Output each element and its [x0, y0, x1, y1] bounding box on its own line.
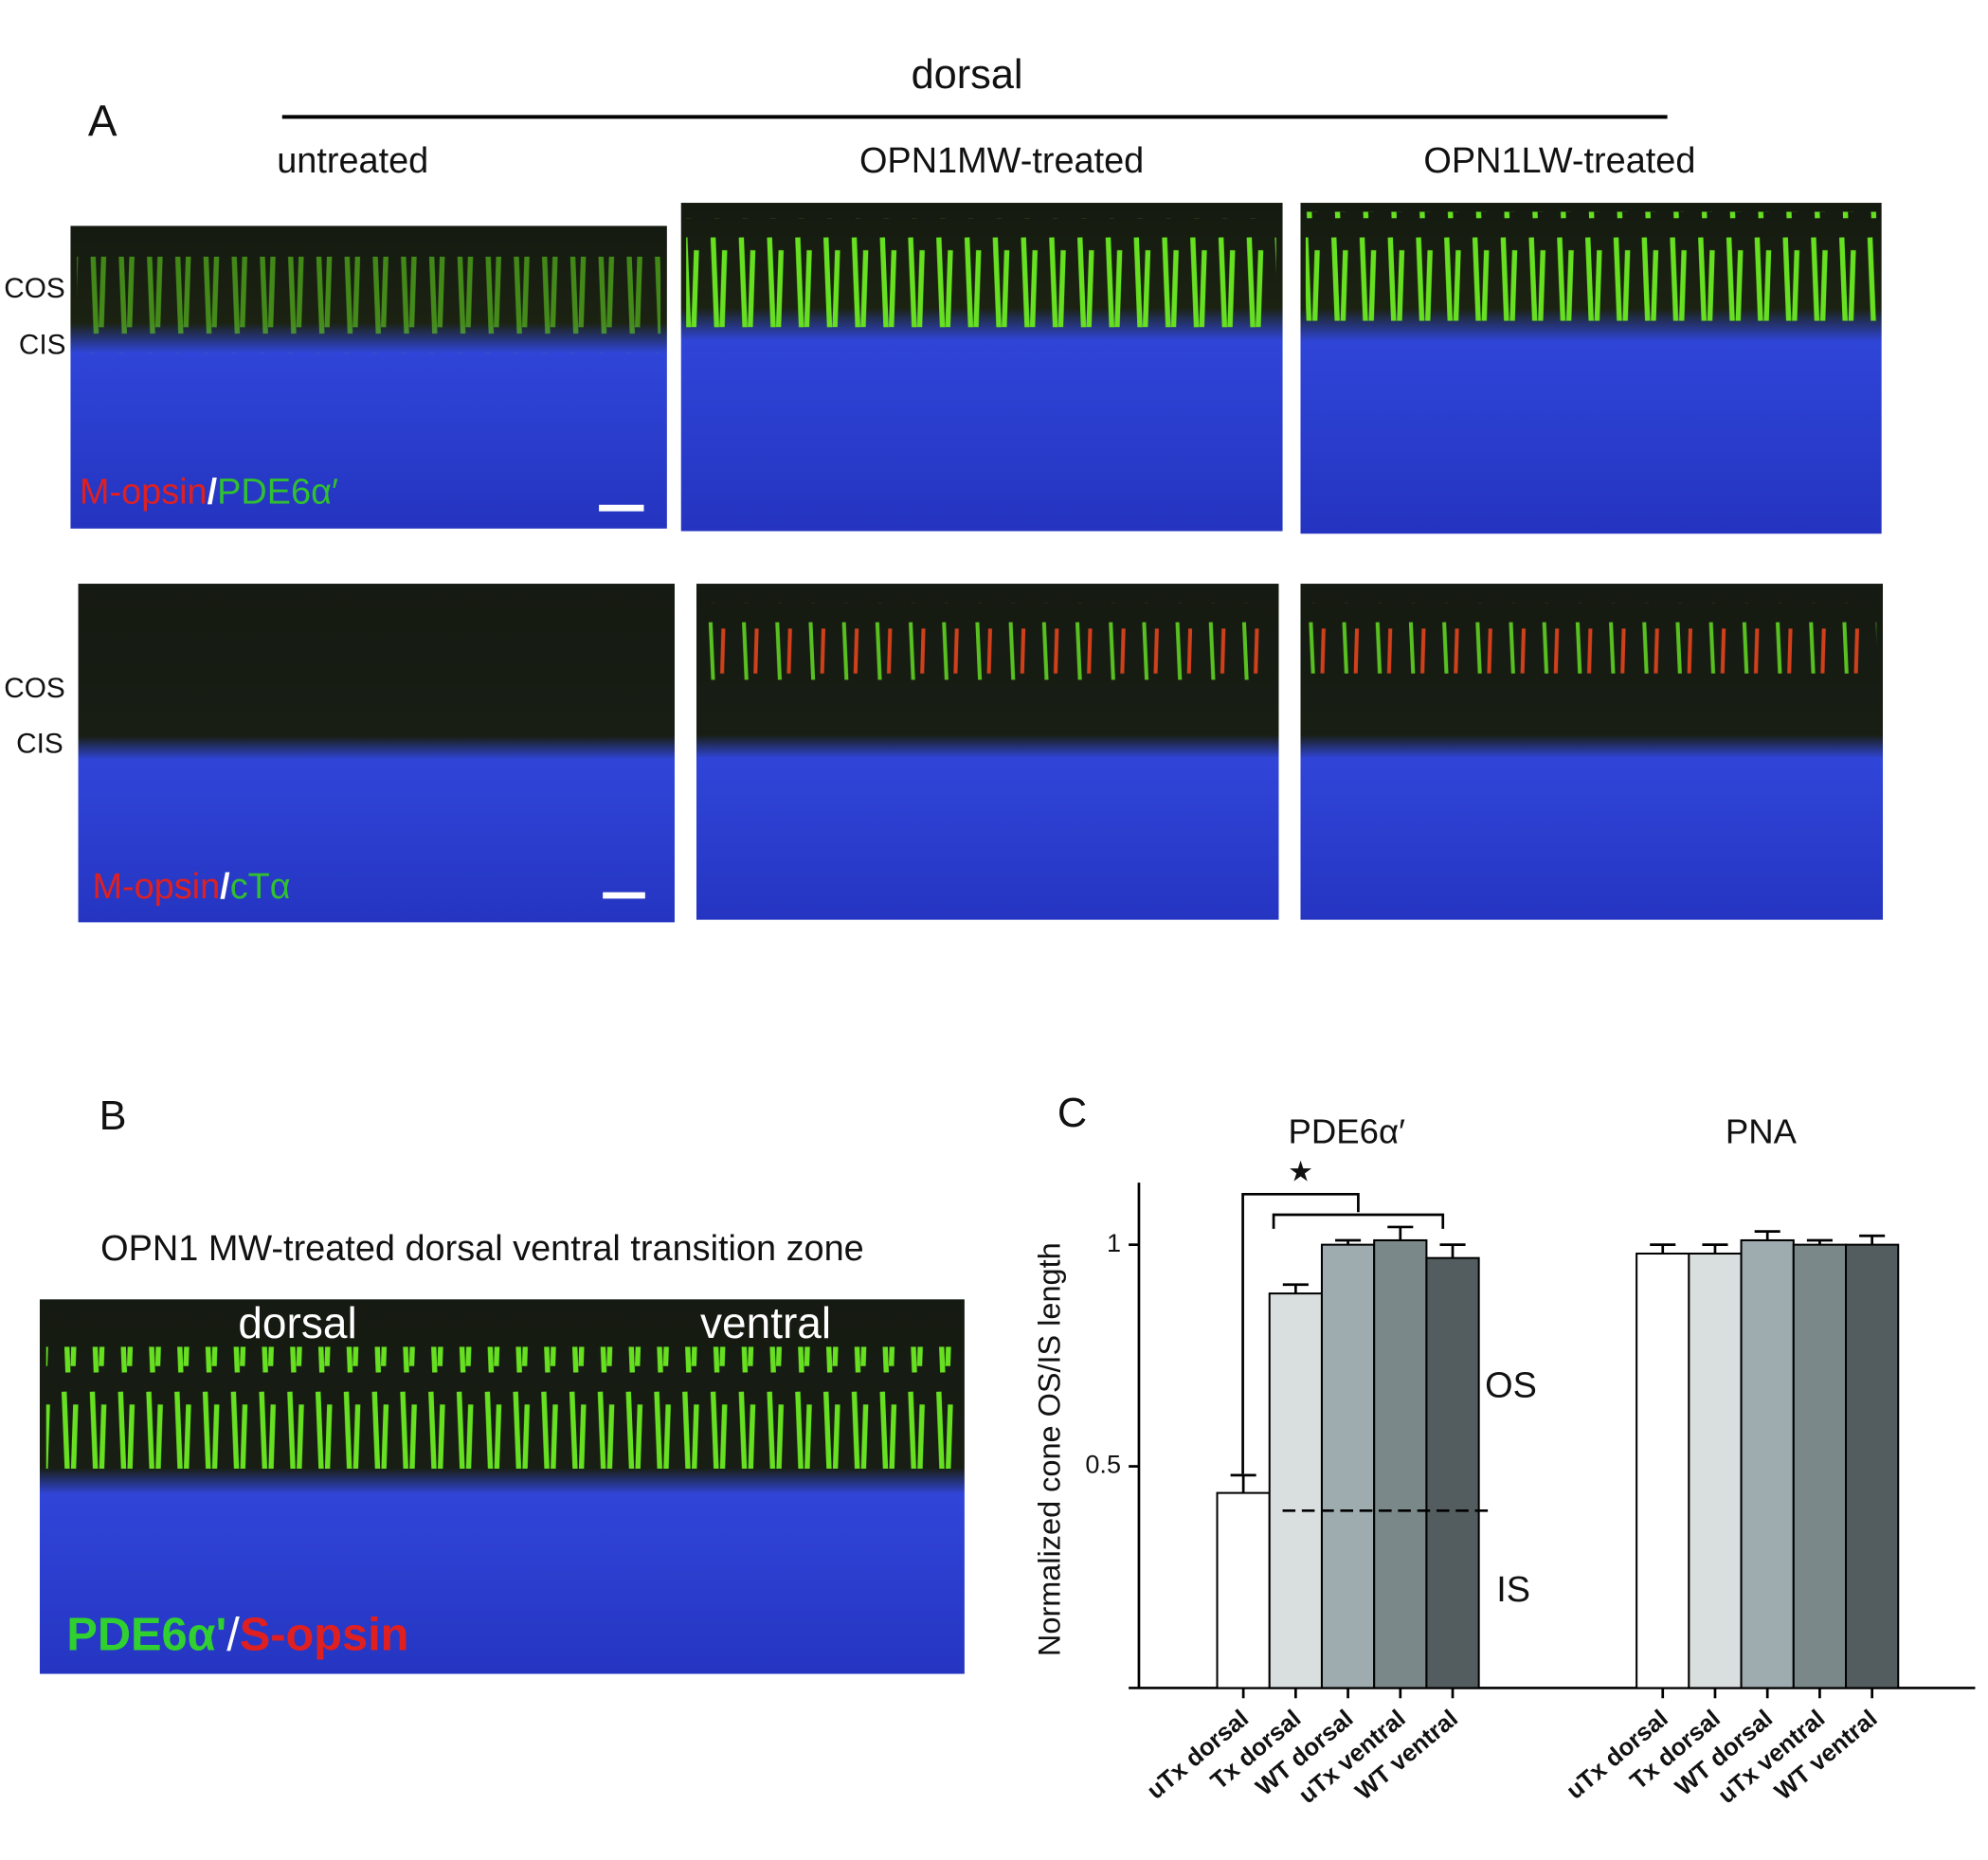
- bar: [1636, 1252, 1690, 1689]
- group-title: PDE6α′: [1289, 1111, 1406, 1150]
- panel-label: A: [88, 97, 117, 146]
- bar: [1845, 1243, 1900, 1689]
- bar: [1320, 1243, 1376, 1689]
- layer-label: COS: [4, 673, 65, 704]
- stain-separator: /: [208, 472, 218, 512]
- column-label: untreated: [277, 141, 428, 181]
- micrograph-detail: [1305, 211, 1877, 321]
- stain: M-opsin: [92, 867, 220, 907]
- stain: PDE6α′: [217, 472, 338, 512]
- layer-label: CIS: [16, 728, 63, 759]
- column-label: OPN1LW-treated: [1423, 141, 1695, 181]
- stain-label: PDE6α'/S-opsin: [66, 1610, 408, 1661]
- micrograph-detail: [45, 1346, 960, 1469]
- column-label: OPN1MW-treated: [859, 141, 1144, 181]
- panel-b: B OPN1 MW-treated dorsal ventral transit…: [39, 1093, 965, 1674]
- stain: PDE6α': [66, 1610, 226, 1661]
- significance-bracket: [1241, 1192, 1445, 1474]
- stain: M-opsin: [80, 472, 208, 512]
- micrograph-detail: [686, 218, 1276, 328]
- bar: [1268, 1292, 1323, 1689]
- annotation: OS: [1485, 1366, 1537, 1406]
- stain: S-opsin: [240, 1610, 409, 1661]
- region-label: ventral: [700, 1298, 831, 1347]
- bar: [1373, 1238, 1428, 1689]
- micrograph-detail: [1305, 603, 1877, 674]
- layer-label: COS: [4, 273, 65, 304]
- bar: [1740, 1238, 1795, 1689]
- micrograph-detail: [77, 256, 661, 353]
- micrograph-detail: [702, 603, 1274, 680]
- y-tick-label: 0.5: [1085, 1450, 1121, 1479]
- annotation: IS: [1496, 1570, 1530, 1610]
- region-label: dorsal: [238, 1298, 356, 1347]
- stain-separator: /: [226, 1610, 240, 1661]
- layer-label: CIS: [19, 329, 66, 360]
- significance-label: ★: [1288, 1157, 1313, 1188]
- bar: [1425, 1256, 1480, 1689]
- panel-title: OPN1 MW-treated dorsal ventral transitio…: [100, 1229, 864, 1269]
- stain-label: M-opsin/PDE6α′: [80, 472, 338, 512]
- panel-label: C: [1057, 1091, 1087, 1136]
- stain-separator: /: [220, 867, 230, 907]
- group-title: PNA: [1726, 1111, 1798, 1150]
- stain-label: M-opsin/cTα: [92, 867, 290, 907]
- header: dorsal: [912, 52, 1023, 98]
- stain: cTα: [230, 867, 291, 907]
- bar: [1216, 1491, 1271, 1689]
- micrograph: [78, 584, 675, 923]
- y-tick-label: 1: [1107, 1228, 1121, 1257]
- panel-c: C Normalized cone OS/IS length ★ OS IS 0…: [1032, 1091, 1976, 1809]
- y-axis-label: Normalized cone OS/IS length: [1032, 1242, 1066, 1656]
- bar: [1688, 1252, 1743, 1689]
- panel-label: B: [99, 1093, 127, 1139]
- panel-a: A dorsal untreated OPN1MW-treated OPN1LW…: [4, 52, 1884, 923]
- bar: [1792, 1243, 1848, 1689]
